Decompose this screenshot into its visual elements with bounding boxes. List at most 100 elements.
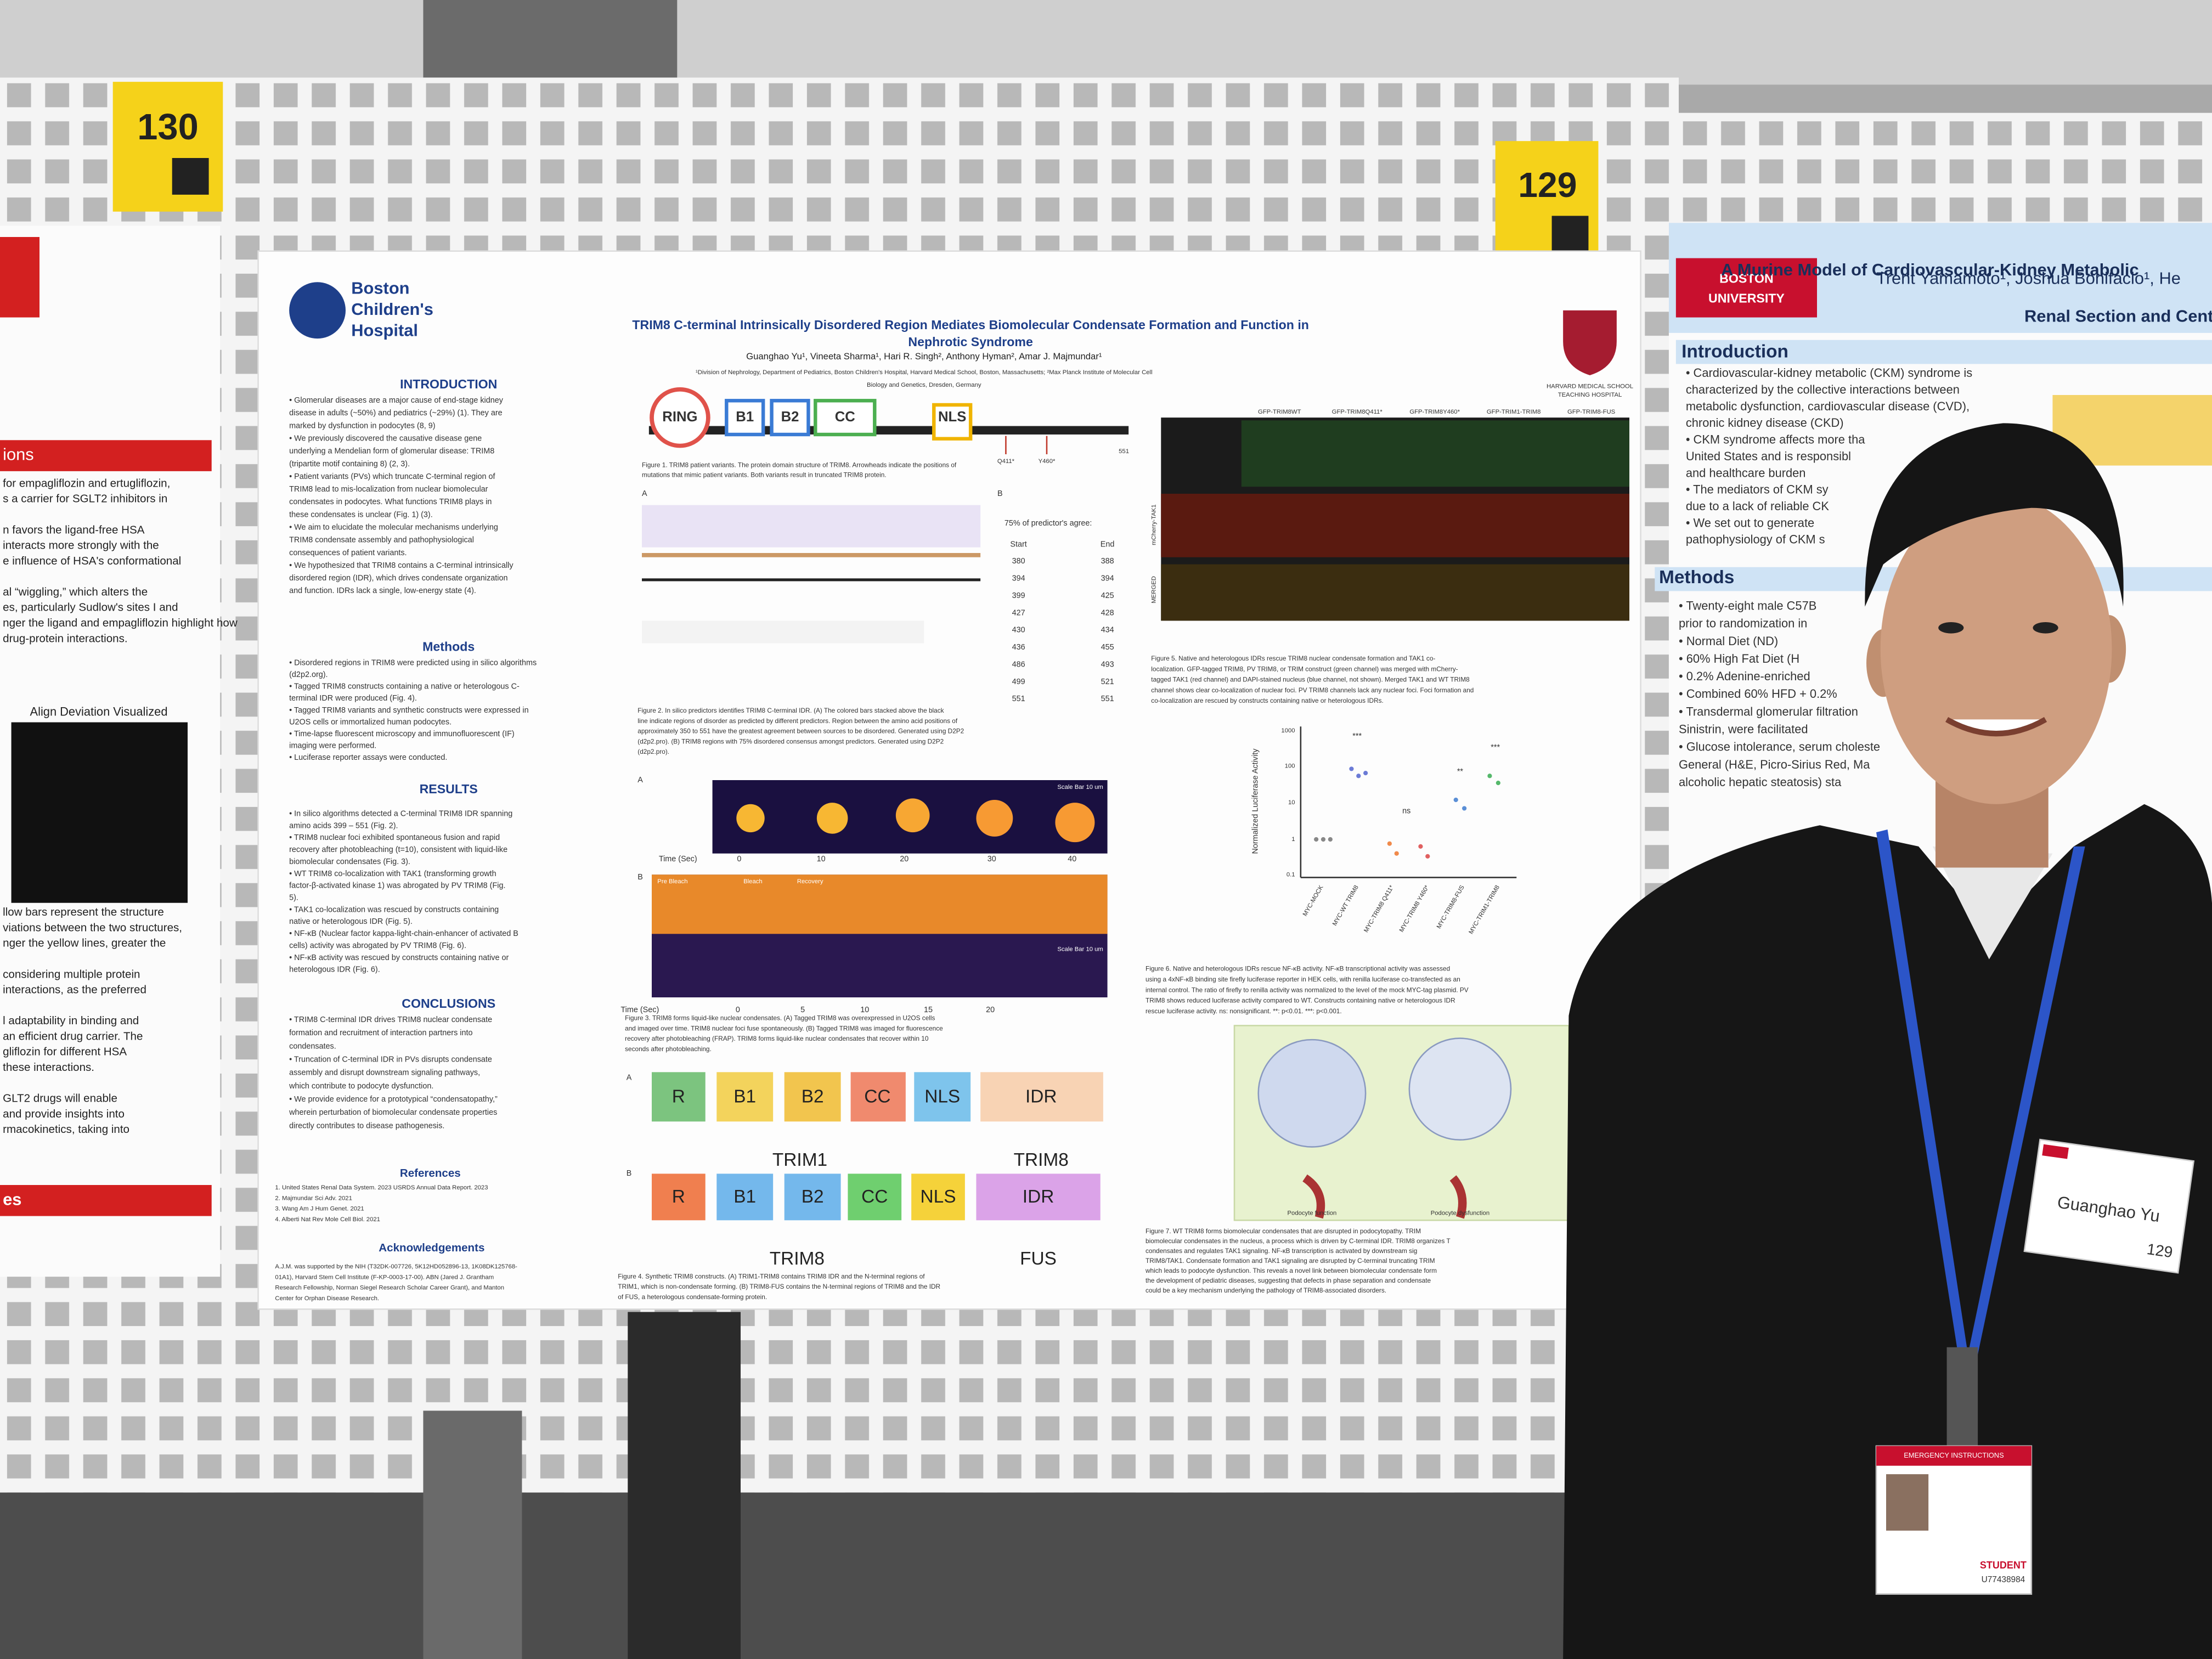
time-label: Time (Sec) (620, 1006, 659, 1014)
left-poster-text: for empagliflozin and ertugliflozin, (3, 477, 170, 489)
smile (1945, 716, 2047, 737)
caption-line: which leads to podocyte dysfunction. Thi… (1145, 1267, 1437, 1274)
group: • TRIM8 C-terminal IDR drives TRIM8 nucl… (289, 1015, 498, 1130)
construct-label: R (672, 1086, 685, 1107)
logo-text: Boston (351, 278, 409, 297)
group: TRIM8 C-terminal Intrinsically Disordere… (632, 318, 1309, 349)
table-header: Start (1010, 540, 1026, 549)
table-cell: 394 (1012, 574, 1025, 583)
table-cell: 486 (1012, 660, 1025, 669)
group: R B1 B2 CC NLS IDR (672, 1187, 1054, 1207)
caption-line: and imaged over time. TRIM8 nuclear foci… (625, 1024, 943, 1032)
condensate (895, 798, 930, 833)
construct-box (848, 1173, 902, 1221)
right-authors: Trent Yamamoto¹, Joshua Bonifacio¹, He (1876, 268, 2181, 287)
methods-line: • Time-lapse fluorescent microscopy and … (289, 730, 515, 738)
right-line: alcoholic hepatic steatosis) sta (1679, 775, 1842, 789)
time-tick: 0 (736, 1006, 740, 1014)
reference-line: 4. Alberti Nat Rev Mole Cell Biol. 2021 (275, 1216, 380, 1223)
domain-label: CC (835, 409, 855, 425)
heading-bar (0, 440, 212, 471)
table-cell: 499 (1012, 678, 1025, 686)
left-poster-text: rmacokinetics, taking into (3, 1123, 129, 1136)
condensate (816, 803, 848, 834)
group: AB (637, 776, 643, 882)
caption-line: TRIM1, which is non-condensate forming. … (618, 1283, 940, 1290)
id-card-band (1876, 1446, 2032, 1466)
ack-line: 01A1), Harvard Stem Cell Institute (F-KP… (275, 1274, 494, 1280)
construct-label: R (672, 1187, 685, 1207)
tick-label: 0.1 (1286, 871, 1295, 878)
left-poster-text: interacts more strongly with the (3, 539, 159, 552)
group: Pre Bleach Bleach Recovery (657, 878, 823, 885)
domain (770, 399, 810, 437)
heading: es (3, 1189, 21, 1209)
affiliation: ¹Division of Nephrology, Department of P… (696, 369, 1153, 376)
condensate (1055, 803, 1095, 843)
point (1418, 844, 1423, 849)
group: ***ns***** (1352, 732, 1500, 815)
group: A.J.M. was supported by the NIH (T32DK-0… (275, 1263, 517, 1302)
caption-line: using a 4xNF-κB binding site firefly luc… (1146, 975, 1460, 983)
bu-logo-text: UNIVERSITY (1708, 291, 1785, 305)
caption-line: Figure 2. In silico predictors identifie… (637, 707, 944, 714)
caption-line: line indicate regions of disorder as pre… (637, 717, 958, 725)
significance-label: *** (1491, 743, 1500, 752)
results-line: • TRIM8 nuclear foci exhibited spontaneo… (289, 833, 500, 842)
group: llow bars represent the structure viation… (3, 906, 182, 1136)
point (1496, 781, 1500, 786)
caption-line: localization. GFP-tagged TRIM8, PV TRIM8… (1151, 665, 1458, 673)
right-line: • The mediators of CKM sy (1686, 483, 1829, 496)
results-line: heterologous IDR (Fig. 6). (289, 966, 380, 974)
caption-line: condensates and regulates TAK1 signaling… (1146, 1247, 1417, 1255)
construct-name: TRIM8 (770, 1249, 825, 1269)
ack-line: Research Fellowship, Norman Siegel Resea… (275, 1285, 504, 1291)
group: Figure 4. Synthetic TRIM8 constructs. (A… (618, 1272, 940, 1301)
caption-line: Figure 6. Native and heterologous IDRs r… (1146, 965, 1450, 973)
left-poster-text: e influence of HSA's conformational (3, 555, 181, 567)
bu-logo-text: BOSTON (1719, 271, 1774, 285)
table-cell: 430 (1012, 626, 1025, 635)
caption-line: channel shows clear co-localization of n… (1151, 686, 1474, 694)
domain (814, 399, 877, 437)
hair (1865, 423, 2124, 607)
sign-number: 130 (137, 106, 199, 148)
construct-label: NLS (924, 1086, 960, 1107)
construct-box (914, 1072, 971, 1122)
right-line: pathophysiology of CKM s (1686, 533, 1825, 546)
table-cell: 436 (1012, 643, 1025, 652)
significance-label: ns (1402, 806, 1410, 815)
legend-box (642, 620, 924, 644)
caption-line: Figure 1. TRIM8 patient variants. The pr… (642, 461, 957, 469)
conclusions-line: which contribute to podocyte dysfunction… (289, 1082, 433, 1091)
results-line: • TAK1 co-localization was rescued by co… (289, 905, 499, 914)
right-line: characterized by the collective interact… (1686, 383, 1960, 397)
group: Podocyte function Podocyte dysfunction (1288, 1210, 1490, 1216)
methods-line: (d2p2.org). (289, 670, 328, 679)
time-tick: 15 (924, 1006, 933, 1014)
section-heading: RESULTS (420, 782, 478, 796)
group: RING B1 B2 CC NLS (662, 409, 966, 425)
caption-line: Figure 5. Native and heterologous IDRs r… (1151, 654, 1435, 662)
results-line: factor-β-activated kinase 1) was abrogat… (289, 882, 505, 890)
table-cell: 399 (1012, 591, 1025, 600)
results-line: cells) activity was abrogated by PV TRIM… (289, 941, 466, 950)
frap-frames (652, 874, 1108, 934)
construct-box (784, 1072, 841, 1122)
table-cell: 428 (1101, 608, 1114, 617)
group: for empagliflozin and ertugliflozin, s a … (3, 477, 238, 645)
construct-label: IDR (1025, 1086, 1057, 1107)
caption-line: tagged TAK1 (red channel) and DAPI-stain… (1151, 676, 1470, 684)
conclusions-line: formation and recruitment of interaction… (289, 1029, 472, 1037)
left-poster-text: es, particularly Sudlow's sites I and (3, 601, 178, 614)
legs (628, 1312, 741, 1659)
construct-box (911, 1173, 965, 1221)
column-header: GFP-TRIM8Y460* (1409, 409, 1460, 415)
group: Q411* Y460* (997, 458, 1056, 465)
caption-line: of FUS, a heterologous condensate-formin… (618, 1293, 767, 1301)
right-line: General (H&E, Picro-Sirius Red, Ma (1679, 758, 1870, 771)
methods-line: • Tagged TRIM8 constructs containing a n… (289, 682, 520, 691)
results-line: biomolecular condensates (Fig. 3). (289, 857, 410, 866)
caption-line: mutations that mimic patient variants. B… (642, 471, 887, 479)
harvard-text: TEACHING HOSPITAL (1558, 392, 1622, 398)
